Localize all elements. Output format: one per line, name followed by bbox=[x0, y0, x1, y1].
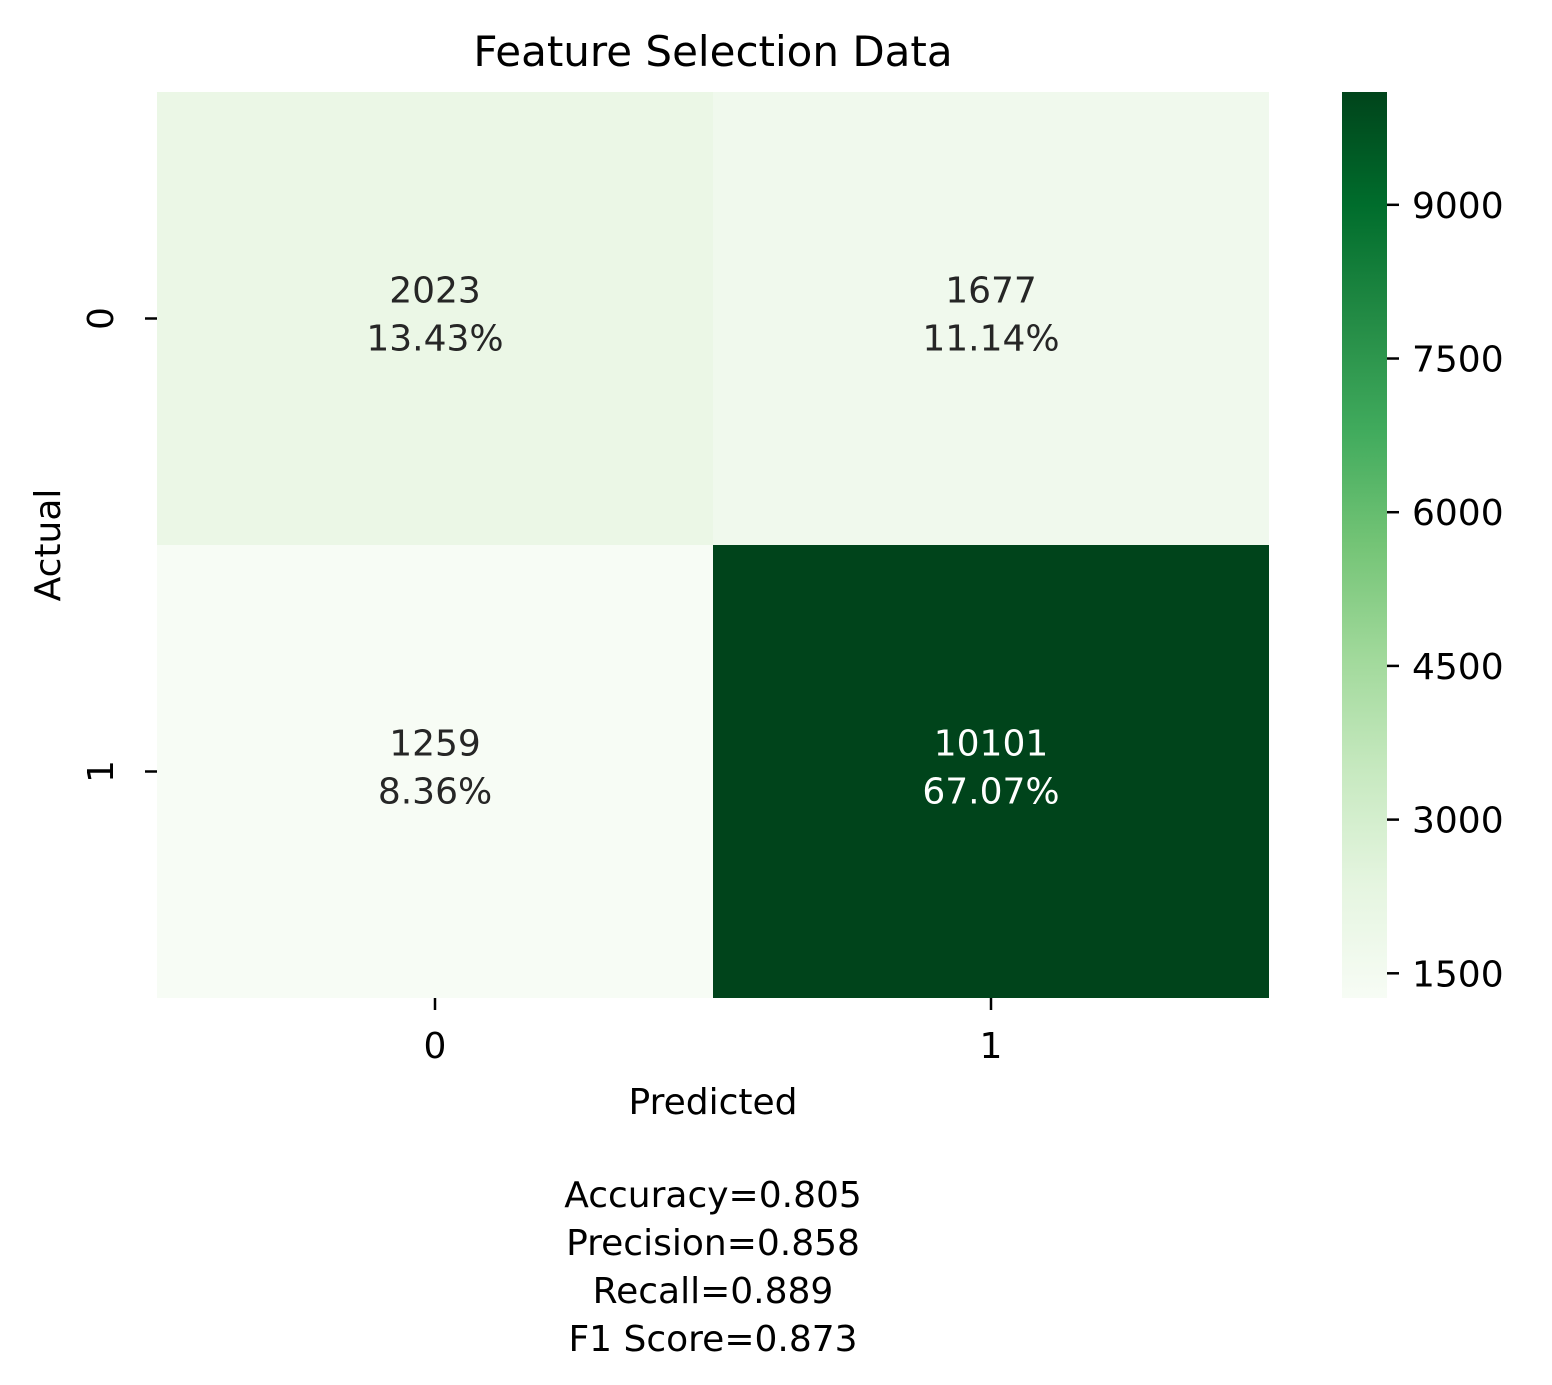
cell-percent-label: 11.14% bbox=[922, 319, 1059, 360]
cell-percent-label: 13.43% bbox=[366, 319, 503, 360]
heatmap-cells bbox=[157, 92, 1269, 998]
colorbar bbox=[1342, 92, 1387, 998]
colorbar-tick-label: 7500 bbox=[1412, 340, 1504, 381]
cell-count-label: 2023 bbox=[389, 271, 481, 312]
colorbar-tick-label: 1500 bbox=[1412, 954, 1504, 995]
colorbar-tick-label: 4500 bbox=[1412, 647, 1504, 688]
colorbar-tick-label: 9000 bbox=[1412, 186, 1504, 227]
cell-count-label: 10101 bbox=[934, 724, 1049, 765]
heatmap-cell-labels: 2023 13.43% 1677 11.14% 1259 8.36% 10101 67.07% bbox=[366, 271, 1059, 813]
y-tick-label: 0 bbox=[81, 307, 122, 330]
cell-count-label: 1677 bbox=[945, 271, 1037, 312]
x-tick-label: 1 bbox=[980, 1026, 1003, 1067]
precision-text: Precision=0.858 bbox=[566, 1223, 860, 1264]
cell-percent-label: 8.36% bbox=[378, 772, 492, 813]
f1-score-text: F1 Score=0.873 bbox=[568, 1319, 858, 1360]
colorbar-tick-label: 3000 bbox=[1412, 801, 1504, 842]
colorbar-tick-label: 6000 bbox=[1412, 493, 1504, 534]
recall-text: Recall=0.889 bbox=[592, 1271, 834, 1312]
heatmap-cell-0-1 bbox=[713, 92, 1269, 545]
chart-title: Feature Selection Data bbox=[473, 27, 952, 76]
accuracy-text: Accuracy=0.805 bbox=[564, 1175, 862, 1216]
heatmap-cell-0-0 bbox=[157, 92, 713, 545]
x-axis-label: Predicted bbox=[629, 1082, 798, 1123]
cell-percent-label: 67.07% bbox=[922, 772, 1059, 813]
colorbar-ticks: 1500 3000 4500 6000 7500 9000 bbox=[1387, 186, 1504, 995]
x-tick-label: 0 bbox=[424, 1026, 447, 1067]
cell-count-label: 1259 bbox=[389, 724, 481, 765]
y-axis-ticks: 01 bbox=[81, 307, 157, 783]
y-tick-label: 1 bbox=[81, 760, 122, 783]
y-axis-label: Actual bbox=[28, 489, 69, 602]
heatmap-cell-1-1 bbox=[713, 545, 1269, 998]
metrics-summary: Accuracy=0.805 Precision=0.858 Recall=0.… bbox=[413, 1172, 1013, 1364]
heatmap-cell-1-0 bbox=[157, 545, 713, 998]
